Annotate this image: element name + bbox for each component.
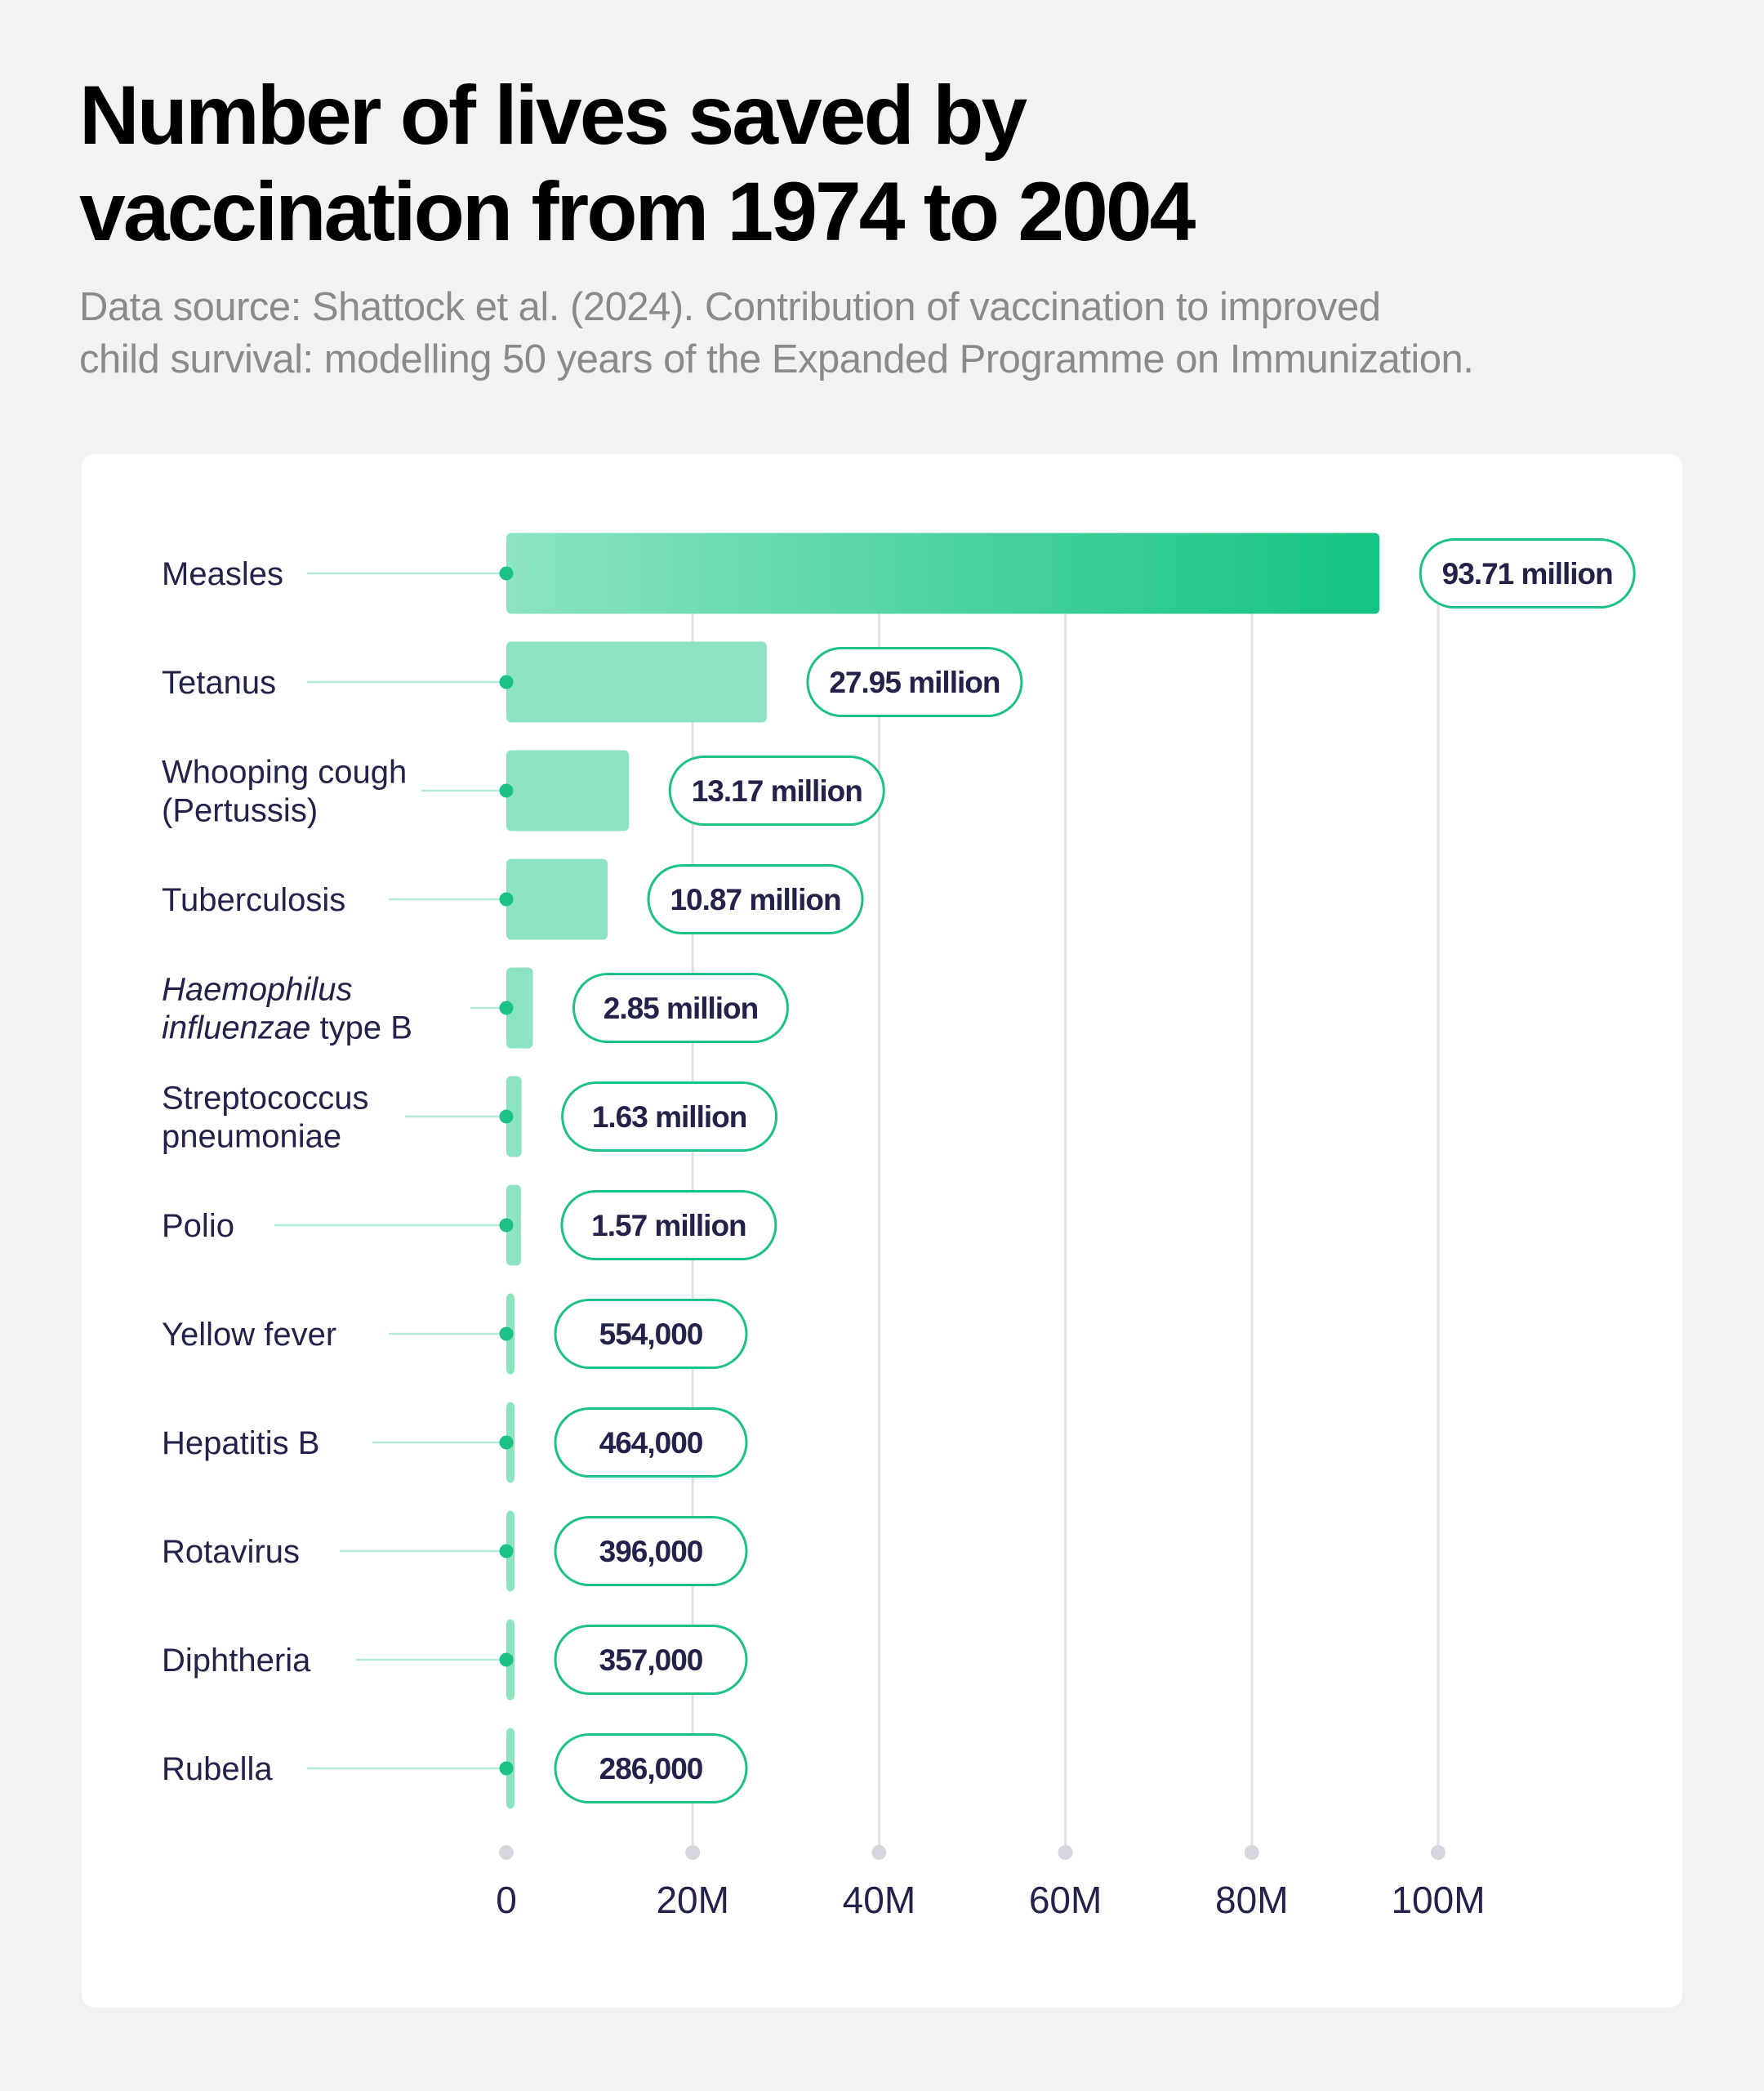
tick-dot — [1244, 1845, 1259, 1860]
value-pill — [554, 1299, 748, 1369]
x-tick-label: 0 — [496, 1879, 517, 1921]
value-pill — [1419, 538, 1636, 609]
subtitle-line-2: child survival: modelling 50 years of th… — [79, 337, 1474, 381]
tick-dot — [1431, 1845, 1446, 1860]
bar-anchor-dot — [499, 783, 514, 798]
bar — [506, 750, 630, 831]
bar-anchor-dot — [499, 675, 514, 689]
value-label: 1.63 million — [592, 1100, 747, 1134]
value-pill — [572, 973, 790, 1043]
x-tick-label: 40M — [843, 1879, 915, 1921]
bars: Measles 93.71 million Tetanus 27.95 million… — [162, 533, 1636, 1809]
bar-row: Polio 1.57 million — [162, 1184, 777, 1266]
category-label: pneumoniae — [162, 1119, 341, 1155]
bar — [506, 1076, 522, 1157]
bar — [506, 533, 1380, 614]
value-pill — [560, 1190, 777, 1260]
tick-dot — [685, 1845, 701, 1860]
value-label: 10.87 million — [670, 883, 840, 916]
category-label: (Pertussis) — [162, 793, 318, 829]
value-label: 554,000 — [599, 1317, 703, 1351]
subtitle-line-1: Data source: Shattock et al. (2024). Con… — [79, 285, 1381, 329]
tick-dot — [871, 1845, 887, 1860]
title-line-2: vaccination from 1974 to 2004 — [79, 165, 1196, 258]
value-label: 286,000 — [599, 1752, 703, 1786]
category-label: Yellow fever — [162, 1317, 336, 1353]
category-label: Tuberculosis — [162, 882, 345, 918]
bar-anchor-dot — [499, 1435, 514, 1450]
value-label: 396,000 — [599, 1535, 703, 1568]
bar-anchor-dot — [499, 1109, 514, 1124]
category-label: Whooping cough — [162, 755, 407, 791]
bar-row: Rotavirus 396,000 — [162, 1510, 748, 1592]
value-pill — [554, 1625, 748, 1695]
bar-row: Whooping cough(Pertussis) 13.17 million — [162, 750, 885, 831]
tick-dot — [499, 1845, 514, 1860]
value-label: 13.17 million — [692, 774, 862, 808]
value-pill — [554, 1407, 748, 1478]
data-source-note: Data source: Shattock et al. (2024). Con… — [79, 281, 1631, 386]
bar-row: Diphtheria 357,000 — [162, 1619, 748, 1701]
category-label: Polio — [162, 1208, 234, 1244]
bar-anchor-dot — [499, 566, 514, 581]
bar-anchor-dot — [499, 892, 514, 907]
bar-anchor-dot — [499, 1218, 514, 1233]
bar-row: Measles 93.71 million — [162, 533, 1636, 614]
bar-row: Tuberculosis 10.87 million — [162, 858, 864, 940]
title-line-1: Number of lives saved by — [79, 69, 1027, 162]
x-axis: 0 20M 40M 60M 80M 100M — [496, 1845, 1486, 1921]
bar-row: Rubella 286,000 — [162, 1728, 748, 1809]
bar — [506, 858, 608, 940]
value-label: 27.95 million — [829, 666, 1000, 699]
category-label: Haemophilus — [162, 972, 352, 1008]
category-label: Rubella — [162, 1751, 273, 1787]
value-label: 357,000 — [599, 1643, 703, 1677]
bar-row: Yellow fever 554,000 — [162, 1293, 748, 1375]
category-label: Tetanus — [162, 665, 276, 701]
category-label: Streptococcus — [162, 1081, 368, 1117]
bar-row: Tetanus 27.95 million — [162, 641, 1023, 723]
value-pill — [554, 1733, 748, 1803]
category-label: influenzae type B — [162, 1010, 412, 1046]
bar-anchor-dot — [499, 1544, 514, 1558]
bar — [506, 967, 533, 1049]
tick-dot — [1058, 1845, 1073, 1860]
category-label: Diphtheria — [162, 1643, 311, 1679]
category-label: Rotavirus — [162, 1534, 300, 1570]
x-tick-label: 80M — [1215, 1879, 1288, 1921]
bar-anchor-dot — [499, 1001, 514, 1015]
value-label: 464,000 — [599, 1426, 703, 1460]
value-label: 93.71 million — [1442, 557, 1613, 591]
chart-title: Number of lives saved by vaccination fro… — [79, 67, 1549, 260]
bar-anchor-dot — [499, 1326, 514, 1341]
bar-anchor-dot — [499, 1761, 514, 1776]
value-pill — [806, 647, 1023, 717]
value-pill — [561, 1081, 778, 1152]
category-label: Measles — [162, 556, 283, 592]
category-label: Hepatitis B — [162, 1425, 319, 1461]
x-tick-label: 100M — [1391, 1879, 1485, 1921]
bar — [506, 641, 767, 723]
bar-anchor-dot — [499, 1652, 514, 1667]
x-tick-label: 60M — [1029, 1879, 1102, 1921]
value-label: 2.85 million — [604, 992, 759, 1025]
value-pill — [554, 1516, 748, 1586]
value-label: 1.57 million — [591, 1209, 746, 1242]
value-pill — [647, 864, 864, 934]
x-tick-label: 20M — [656, 1879, 728, 1921]
bar — [506, 1184, 521, 1266]
value-pill — [668, 756, 885, 826]
bar-row: Hepatitis B 464,000 — [162, 1402, 748, 1483]
